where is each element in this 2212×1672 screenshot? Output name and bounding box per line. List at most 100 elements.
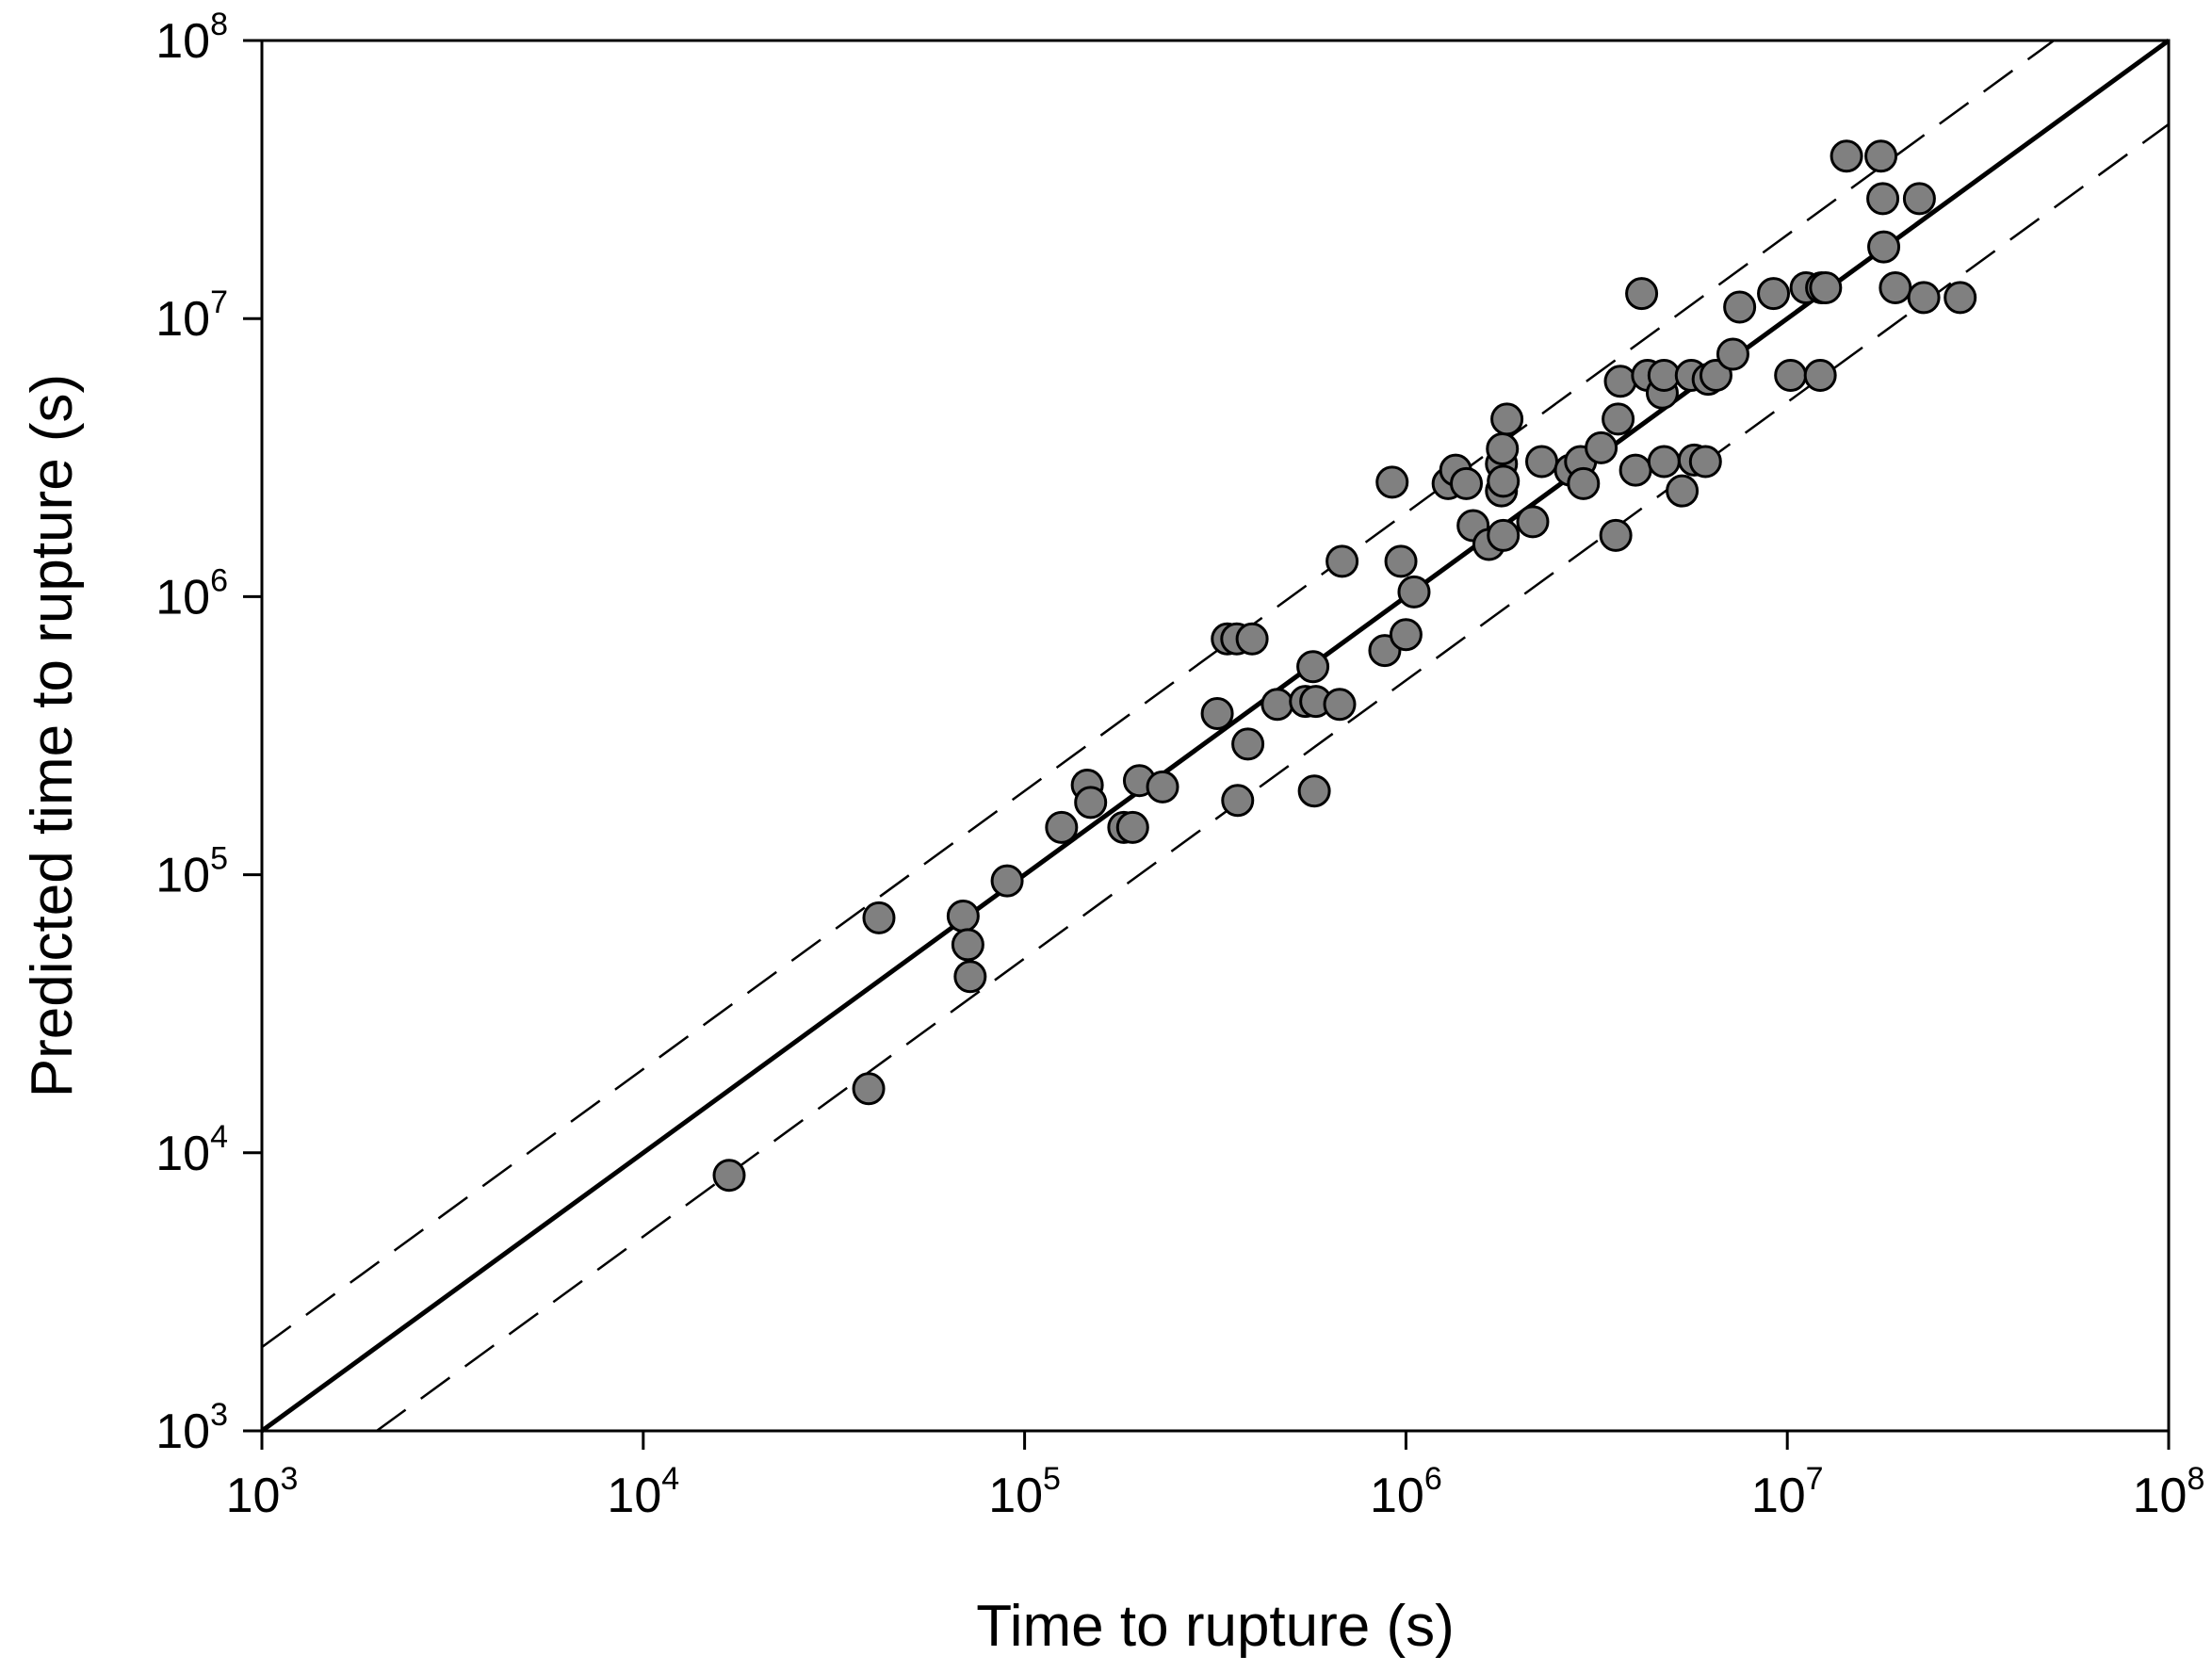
data-point (1602, 402, 1635, 436)
reference-lines (260, 38, 2171, 1434)
data-point (1688, 445, 1722, 479)
data-point (1618, 453, 1652, 487)
data-point (1647, 445, 1681, 479)
data-point (946, 900, 980, 933)
data-point (1867, 230, 1901, 264)
y-tick-label-exponent: 5 (210, 841, 228, 877)
data-point (1864, 139, 1898, 173)
data-point (1866, 182, 1900, 216)
y-tick-label-base: 10 (155, 1127, 210, 1181)
x-tick-label: 105 (988, 1461, 1061, 1523)
data-point (1603, 365, 1637, 398)
data-point (1261, 688, 1294, 722)
data-point (1516, 505, 1550, 539)
x-axis-title: Time to rupture (s) (976, 1594, 1455, 1659)
x-tick-label-exponent: 6 (1424, 1461, 1442, 1497)
data-point (862, 901, 896, 934)
data-point (1716, 337, 1749, 371)
data-point (1045, 810, 1079, 844)
data-point (1235, 622, 1269, 656)
data-point (1221, 784, 1255, 818)
y-tick-label: 108 (155, 7, 228, 69)
y-tick-label: 104 (155, 1119, 228, 1181)
y-tick-label: 105 (155, 841, 228, 903)
data-point (1146, 770, 1179, 804)
y-tick-label: 106 (155, 562, 228, 625)
data-point (1389, 618, 1423, 652)
data-point (712, 1159, 746, 1193)
y-axis-title: Predicted time to rupture (s) (20, 374, 85, 1097)
data-point (1902, 182, 1936, 216)
data-point (1375, 465, 1409, 499)
data-point (951, 928, 984, 962)
data-point (852, 1072, 886, 1106)
data-point (953, 960, 987, 994)
plot-frame (260, 39, 2171, 1433)
y-tick-label-base: 10 (155, 570, 210, 625)
data-point (1490, 402, 1524, 436)
factor-two-band-line-2 (376, 122, 2170, 1433)
data-point (1774, 358, 1808, 392)
data-point (1231, 727, 1265, 761)
x-tick-label-base: 10 (1370, 1469, 1424, 1523)
x-tick-label: 103 (226, 1461, 299, 1523)
data-point (1944, 281, 1977, 315)
x-tick-label-base: 10 (988, 1469, 1043, 1523)
data-point (1666, 474, 1700, 508)
data-point (1907, 281, 1941, 315)
x-tick-label-exponent: 8 (2187, 1461, 2204, 1497)
data-point (1699, 358, 1732, 392)
x-tick-label: 106 (1370, 1461, 1442, 1523)
data-point (1625, 277, 1659, 311)
data-point (1384, 544, 1418, 578)
x-tick-label-exponent: 4 (661, 1461, 679, 1497)
data-points (712, 139, 1977, 1193)
data-point (1647, 358, 1681, 392)
data-point (1200, 696, 1234, 730)
data-point (1809, 271, 1843, 305)
y-tick-label-base: 10 (155, 292, 210, 347)
x-tick-label-exponent: 3 (280, 1461, 298, 1497)
x-tick-label: 108 (2133, 1461, 2205, 1523)
y-tick-label-exponent: 7 (210, 284, 228, 320)
y-tick-label-base: 10 (155, 849, 210, 903)
data-point (1757, 277, 1791, 311)
y-tick-label-base: 10 (155, 1404, 210, 1459)
data-point (1567, 466, 1601, 500)
x-tick-label-base: 10 (2133, 1469, 2188, 1523)
data-point (1487, 518, 1521, 552)
data-point (1803, 358, 1837, 392)
data-point (1326, 544, 1359, 578)
data-point (1074, 786, 1108, 820)
data-point (1296, 650, 1330, 684)
x-tick-label-exponent: 5 (1043, 1461, 1061, 1497)
identity-line (260, 38, 2171, 1434)
x-tick-label: 107 (1751, 1461, 1824, 1523)
data-point (1115, 810, 1149, 844)
data-point (1599, 518, 1633, 552)
x-tick-label-exponent: 7 (1806, 1461, 1824, 1497)
data-point (990, 864, 1024, 898)
data-point (1397, 575, 1431, 609)
y-tick-label-exponent: 3 (210, 1397, 228, 1433)
data-point (1525, 445, 1559, 479)
y-tick-label: 103 (155, 1397, 228, 1459)
y-tick-label-base: 10 (155, 14, 210, 69)
y-tick-label: 107 (155, 284, 228, 347)
y-tick-label-exponent: 4 (210, 1119, 228, 1155)
data-point (1323, 688, 1357, 722)
y-tick-label-exponent: 8 (210, 7, 228, 42)
factor-two-band-line-1 (261, 39, 2055, 1349)
x-tick-label-base: 10 (1751, 1469, 1806, 1523)
x-tick-label: 104 (607, 1461, 679, 1523)
data-point (1879, 271, 1912, 305)
data-point (1723, 290, 1757, 324)
y-tick-label-exponent: 6 (210, 562, 228, 598)
data-point (1487, 464, 1521, 498)
data-point (1450, 466, 1484, 500)
x-tick-label-base: 10 (226, 1469, 281, 1523)
data-point (1830, 139, 1863, 173)
data-point (1486, 432, 1520, 466)
